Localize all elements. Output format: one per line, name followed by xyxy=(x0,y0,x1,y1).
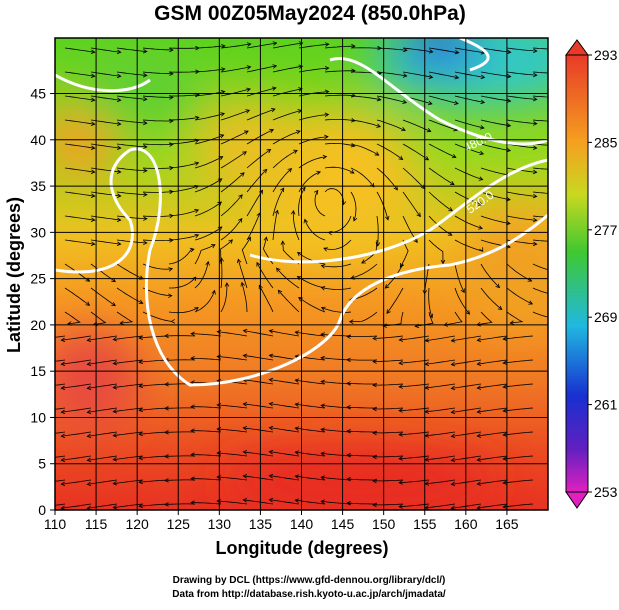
streamline-arrow xyxy=(559,216,563,220)
streamline-arrow xyxy=(559,168,563,172)
credit: Drawing by DCL (https://www.gfd-dennou.o… xyxy=(173,575,446,586)
y-tick-label: 15 xyxy=(30,363,46,379)
streamline-arrow xyxy=(35,385,39,389)
colorbar-tick-label: 277 xyxy=(594,222,618,238)
y-axis-label: Latitude (degrees) xyxy=(4,197,24,353)
x-tick-label: 110 xyxy=(44,516,67,532)
streamline xyxy=(165,360,195,361)
streamline xyxy=(351,48,381,49)
x-tick-label: 145 xyxy=(331,516,355,532)
streamline-arrow xyxy=(559,72,563,76)
colorbar-top-arrow xyxy=(566,40,588,55)
x-tick-label: 150 xyxy=(372,516,396,532)
streamline-arrow xyxy=(558,294,562,298)
x-tick-label: 165 xyxy=(495,516,519,532)
y-tick-label: 40 xyxy=(30,132,46,148)
streamline-arrow xyxy=(35,481,39,485)
y-tick-label: 10 xyxy=(30,409,46,425)
x-tick-label: 120 xyxy=(125,516,149,532)
colorbar-ramp xyxy=(566,55,588,492)
streamline-arrow xyxy=(559,96,563,100)
colorbar-tick-label: 285 xyxy=(594,134,618,150)
streamline-arrow xyxy=(559,120,563,124)
streamline-arrow xyxy=(559,144,563,148)
y-tick-label: 5 xyxy=(38,456,46,472)
x-tick-label: 115 xyxy=(85,516,108,532)
x-tick-label: 160 xyxy=(454,516,478,532)
streamline-arrow xyxy=(559,192,563,196)
colorbar-tick-label: 253 xyxy=(594,484,618,500)
y-tick-label: 30 xyxy=(30,224,46,240)
colorbar-tick-label: 261 xyxy=(594,397,618,413)
y-tick-label: 20 xyxy=(30,317,46,333)
colorbar: 253 261 269 277 285 293 xyxy=(566,40,618,508)
colorbar-tick-label: 269 xyxy=(594,309,618,325)
colorbar-tick-label: 293 xyxy=(594,47,618,63)
title: GSM 00Z05May2024 (850.0hPa) xyxy=(154,2,466,25)
x-tick-label: 130 xyxy=(208,516,232,532)
streamline-arrow xyxy=(558,270,562,274)
y-tick-label: 35 xyxy=(30,178,46,194)
streamline-arrow xyxy=(559,47,563,51)
streamline-arrow xyxy=(35,337,39,341)
field: 480.0 520.0 xyxy=(35,15,590,510)
streamline-arrow xyxy=(558,317,562,321)
source: Data from http://database.rish.kyoto-u.a… xyxy=(172,589,446,600)
y-tick-label: 0 xyxy=(38,502,46,518)
y-tick-label: 45 xyxy=(30,86,46,102)
x-tick-label: 155 xyxy=(413,516,437,532)
x-tick-label: 135 xyxy=(249,516,273,532)
x-tick-label: 140 xyxy=(290,516,314,532)
streamline-arrow xyxy=(559,240,563,244)
x-tick-label: 125 xyxy=(167,516,191,532)
streamline-arrow xyxy=(35,433,39,437)
colorbar-bottom-arrow xyxy=(566,492,588,508)
y-tick-label: 25 xyxy=(30,271,46,287)
x-axis-label: Longitude (degrees) xyxy=(215,538,388,558)
